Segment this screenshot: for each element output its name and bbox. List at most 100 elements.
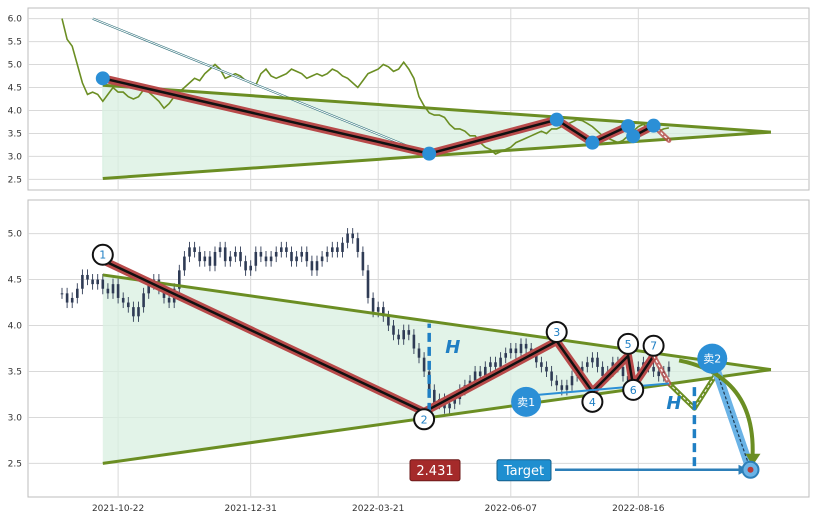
candle-body (392, 325, 395, 335)
candle-body (346, 233, 349, 243)
candle-body (121, 297, 125, 303)
overview-ytick-label: 6.0 (8, 15, 23, 25)
candle-body (101, 279, 105, 289)
candle-body (264, 256, 268, 262)
main-ytick-label: 4.0 (8, 322, 23, 332)
candle-body (336, 247, 339, 252)
candle-body (560, 385, 564, 390)
candle-body (402, 330, 405, 340)
candle-body (601, 366, 604, 377)
candle-body (407, 330, 411, 335)
candle-body (234, 251, 237, 257)
candle-body (550, 371, 553, 381)
main-ytick-label: 2.5 (8, 459, 22, 469)
sell1-marker (511, 386, 542, 417)
candle-body (448, 403, 451, 409)
candle-body (361, 251, 365, 271)
candle-body (239, 251, 242, 262)
overview-pivot-marker (585, 135, 600, 150)
candle-body (422, 357, 426, 372)
candle-body (254, 251, 258, 266)
candle-body (545, 366, 548, 372)
candle-body (96, 279, 99, 285)
candle-body (565, 385, 569, 390)
pivot-circle-4 (581, 390, 604, 413)
curved-arrow (678, 358, 755, 458)
sell2-label: 卖2 (703, 353, 721, 366)
candle-body (621, 366, 625, 377)
candle-body (371, 297, 375, 312)
target-label-box (496, 459, 552, 482)
candle-body (259, 251, 263, 257)
candle-body (387, 316, 390, 326)
candle-body (127, 302, 130, 308)
candle-body (453, 399, 456, 404)
overview-ytick-label: 3.0 (8, 152, 23, 162)
overview-pivot-marker (95, 71, 110, 86)
candle-body (213, 251, 217, 266)
pivot-circle-3 (545, 320, 568, 343)
candle-body (208, 256, 212, 266)
overview-ytick-label: 4.0 (8, 106, 23, 116)
overview-ytick-label: 3.5 (8, 129, 22, 139)
main-ytick-label: 3.5 (8, 367, 22, 377)
sell1-label: 卖1 (517, 396, 535, 409)
candle-body (86, 274, 89, 280)
candle-body (417, 348, 421, 358)
pivot-label-4: 4 (589, 396, 596, 409)
main-xtick-label: 2022-03-21 (352, 504, 404, 514)
candle-body (667, 366, 671, 372)
main-lower-trendline (102, 368, 772, 465)
candle-body (310, 261, 314, 271)
candle-body (356, 238, 360, 252)
overview-triangle-fill (102, 85, 771, 179)
candle-body (555, 380, 558, 386)
candle-body (244, 261, 247, 271)
main-xtick-label: 2022-08-16 (612, 504, 665, 514)
candle-body (295, 256, 298, 262)
candle-body (580, 366, 584, 372)
sell1-connector (526, 382, 669, 397)
candle-body (178, 270, 181, 289)
candle-body (524, 343, 528, 349)
candle-body (473, 371, 477, 381)
candle-body (106, 288, 110, 294)
pivot-circle-5 (617, 332, 640, 355)
candle-body (65, 293, 69, 303)
target-value-box (409, 459, 461, 482)
pivot-label-1: 1 (99, 249, 106, 262)
candle-body (132, 307, 135, 317)
candle-body (280, 247, 283, 252)
candle-body (229, 256, 232, 262)
main-xtick-label: 2021-12-31 (225, 504, 277, 514)
candle-body (320, 256, 324, 262)
candle-body (183, 256, 186, 271)
target-value-label: 2.431 (416, 464, 453, 479)
pivot-label-6: 6 (630, 384, 637, 397)
candle-body (290, 251, 293, 262)
candle-body (351, 233, 354, 239)
candle-body (484, 366, 487, 377)
height-label-1: H (445, 337, 460, 358)
candle-body (499, 357, 502, 367)
candle-body (218, 247, 222, 252)
candle-body (519, 343, 523, 354)
candle-body (596, 357, 599, 367)
pivot-label-7: 7 (650, 340, 657, 353)
pivot-circle-1 (91, 243, 114, 266)
candle-body (586, 362, 589, 367)
candle-body (193, 247, 196, 252)
candle-body (111, 284, 115, 294)
overview-ytick-label: 2.5 (8, 175, 22, 185)
overview-pivot-marker (422, 146, 437, 161)
candle-body (478, 371, 482, 377)
overview-pivot-marker (626, 129, 641, 144)
overview-ytick-label: 4.5 (8, 84, 22, 94)
sell2-marker (697, 343, 728, 374)
candle-body (305, 251, 309, 262)
main-xtick-label: 2021-10-22 (92, 504, 144, 514)
candle-body (285, 247, 288, 252)
candle-body (376, 307, 380, 312)
overview-ytick-label: 5.0 (8, 61, 23, 71)
